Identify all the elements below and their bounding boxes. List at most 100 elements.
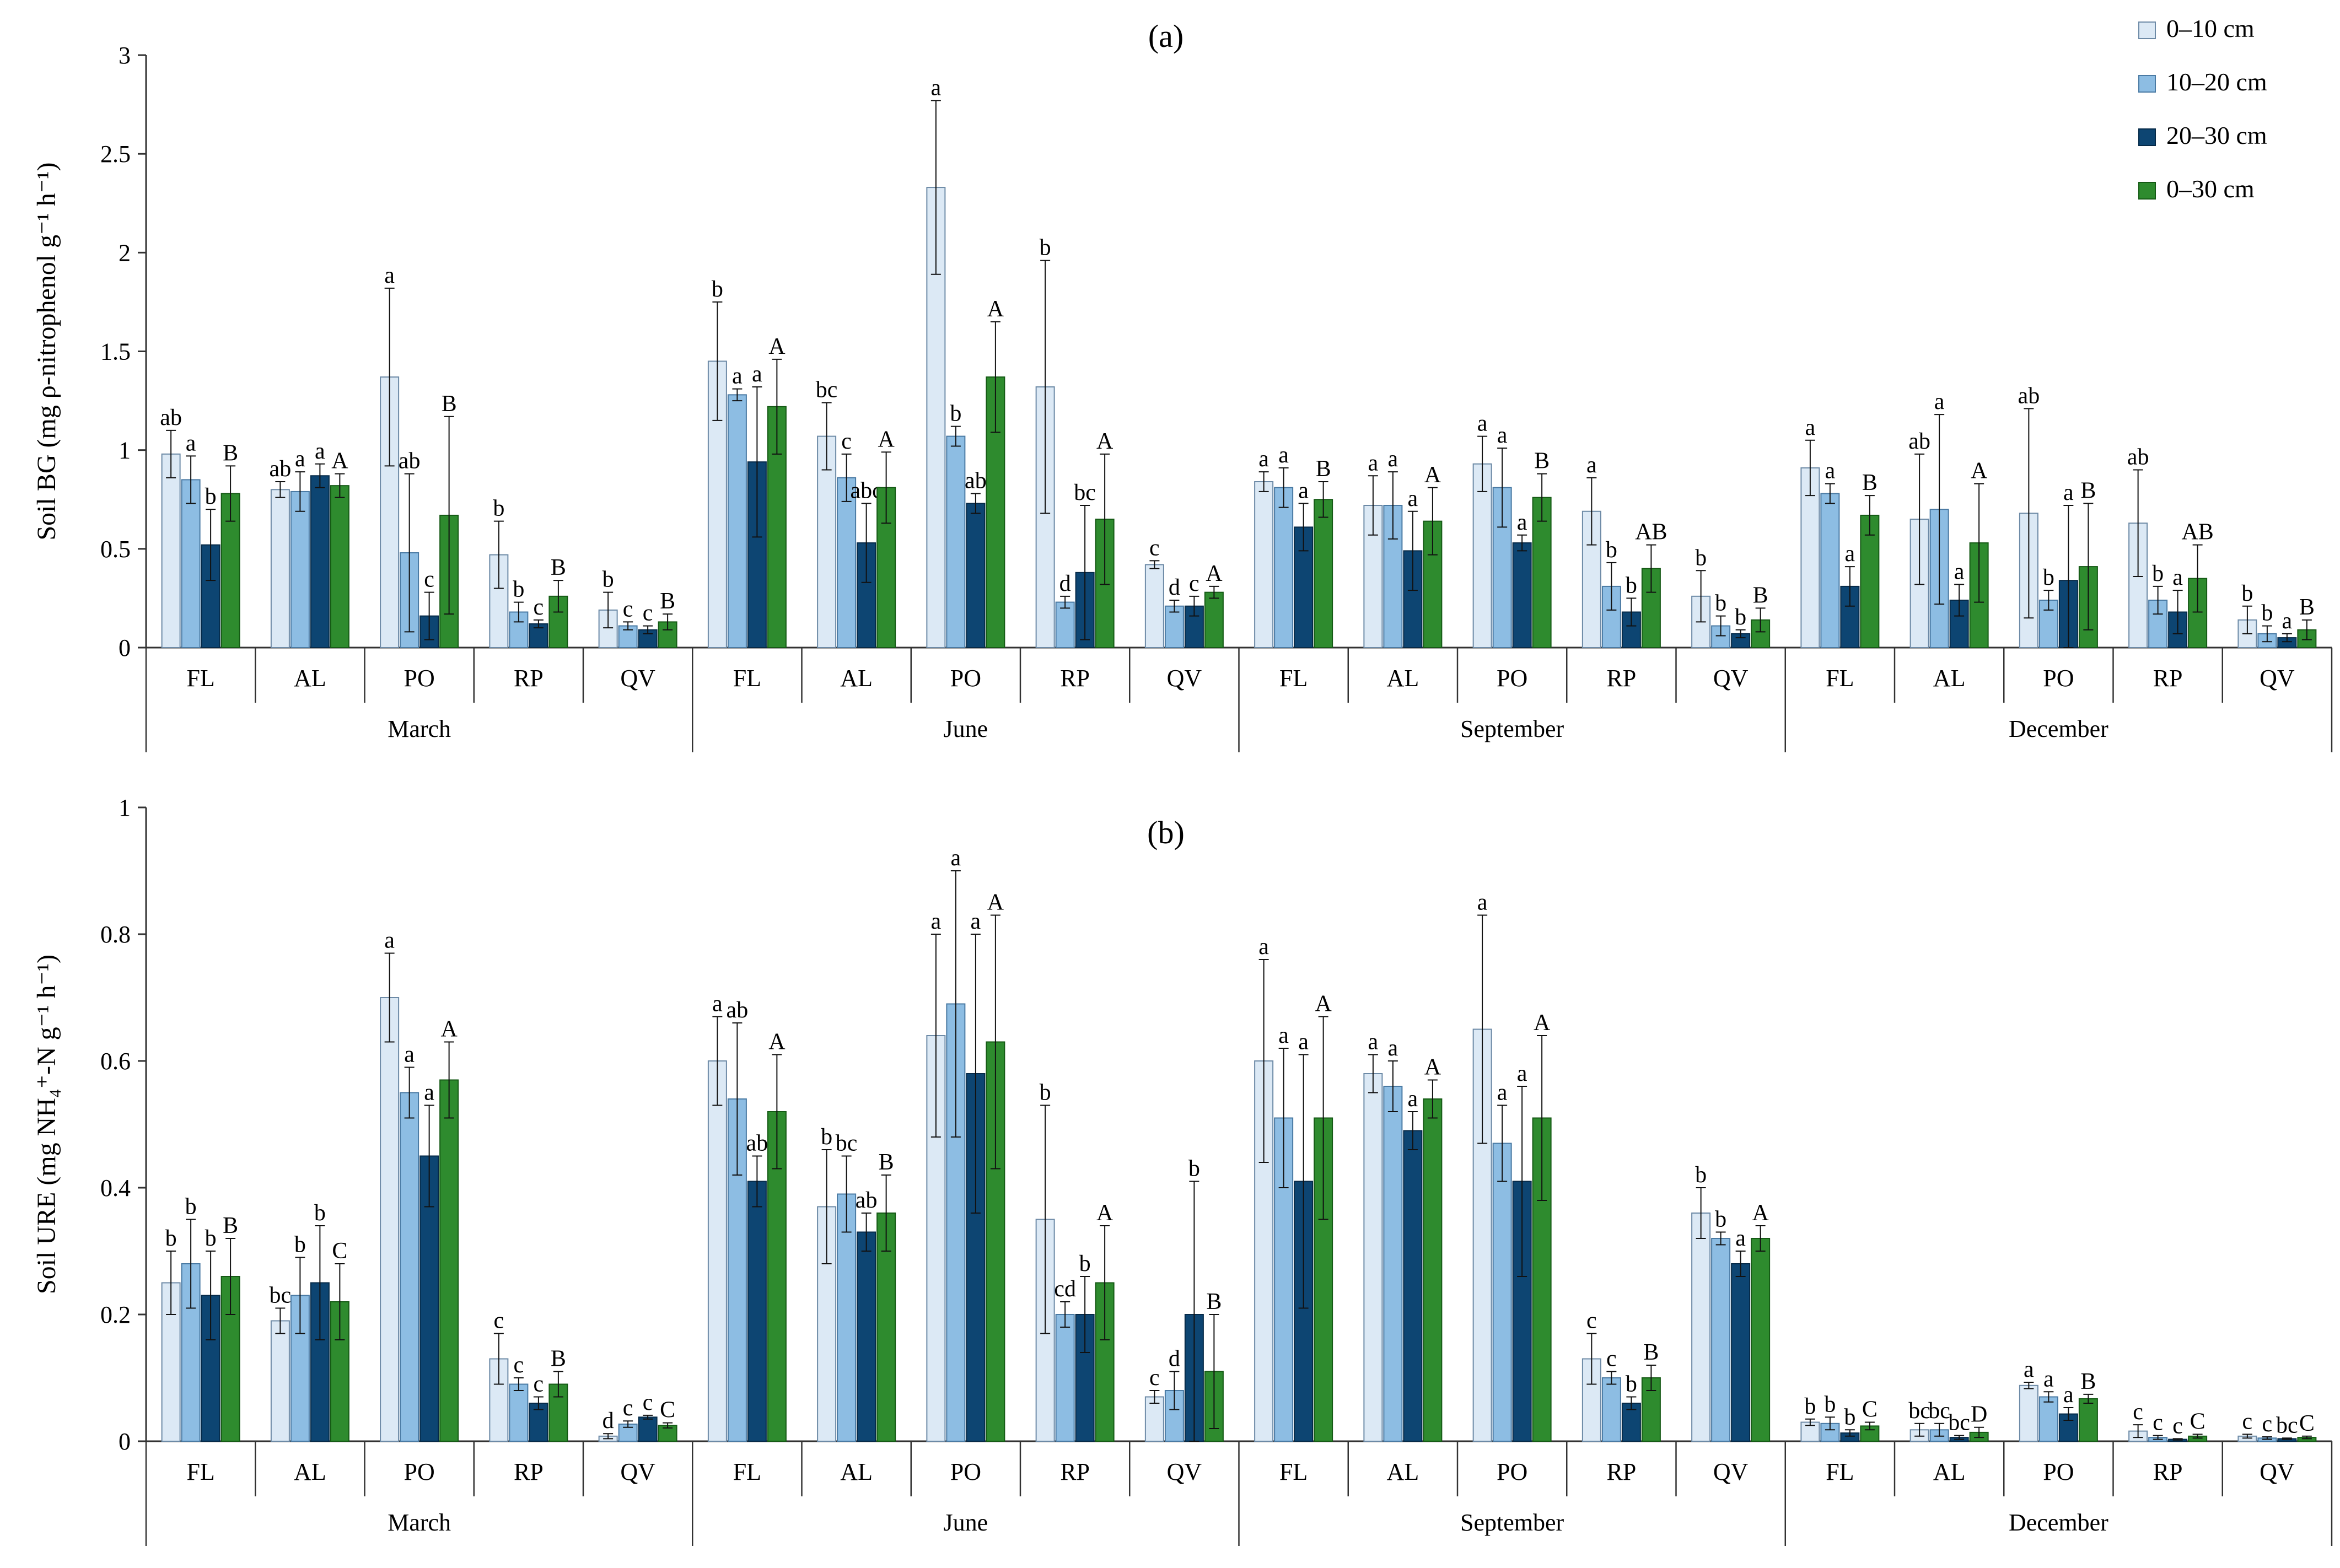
significance-letter: C [2299,1411,2315,1436]
legend-swatch [2138,128,2156,146]
site-label: PO [950,665,981,692]
significance-letter: b [1804,1394,1816,1419]
significance-letter: c [494,1308,504,1334]
panel-title-b: (b) [1147,815,1185,850]
significance-letter: A [768,334,786,359]
y-tick-label: 0 [119,634,131,661]
y-tick-label: 0.4 [100,1174,131,1201]
significance-letter: b [1715,1207,1726,1232]
site-label: PO [404,665,435,692]
significance-letter: a [732,364,743,389]
y-tick-label: 0.6 [100,1048,131,1075]
significance-letter: a [1954,559,1965,584]
significance-letter: a [384,928,395,953]
significance-letter: D [1971,1402,1987,1427]
bar [1403,1130,1423,1442]
significance-letter: B [1862,470,1878,495]
significance-letter: A [1206,561,1223,586]
bar [1492,1143,1512,1442]
significance-letter: a [1298,478,1309,503]
significance-letter: c [514,1353,524,1378]
panel-title-a: (a) [1148,18,1184,54]
significance-letter: c [841,429,852,454]
significance-letter: AB [2181,520,2213,545]
significance-letter: a [971,909,981,934]
significance-letter: ab [727,998,749,1023]
significance-letter: ab [965,468,987,494]
site-label: FL [733,1458,761,1485]
bar [707,1060,727,1442]
y-tick-label: 0.8 [100,921,131,948]
significance-letter: b [1079,1251,1091,1276]
bar [1254,481,1274,648]
significance-letter: a [1934,389,1945,414]
bar [400,1092,419,1442]
significance-letter: a [1477,411,1488,437]
bar [1055,601,1075,649]
significance-letter: b [1844,1404,1855,1430]
significance-letter: b [1040,1080,1051,1106]
significance-letter: a [1368,1030,1379,1055]
month-label: March [388,1509,451,1536]
significance-letter: bc [2276,1413,2298,1438]
bar [1314,499,1333,648]
significance-letter: b [603,567,614,592]
significance-letter: A [1534,1010,1551,1036]
significance-letter: C [1862,1397,1878,1422]
bar [727,394,747,648]
significance-letter: b [821,1124,832,1150]
significance-letter: ab [399,449,421,474]
significance-letter: ab [746,1131,768,1156]
bar [747,1181,767,1442]
significance-letter: B [2299,595,2315,620]
y-tick-label: 1 [119,437,131,464]
site-label: PO [1497,1458,1527,1485]
significance-letter: bc [1908,1398,1930,1424]
site-label: RP [514,1458,544,1485]
significance-letter: B [879,1150,894,1175]
significance-letter: a [295,446,305,472]
significance-letter: b [513,577,524,602]
month-label: September [1460,715,1564,742]
site-label: QV [1713,1458,1749,1485]
site-label: PO [404,1458,435,1485]
significance-letter: A [1096,429,1113,454]
significance-letter: C [2190,1409,2205,1434]
site-label: QV [1167,1458,1202,1485]
bar [439,1079,459,1442]
significance-letter: a [1408,486,1418,511]
significance-letter: d [603,1408,614,1434]
significance-letter: bc [1948,1410,1970,1436]
significance-letter: a [186,430,196,456]
significance-letter: a [2172,565,2183,590]
significance-letter: a [404,1042,415,1068]
site-label: FL [1279,665,1308,692]
significance-letter: b [294,1232,306,1258]
significance-letter: bc [816,378,838,403]
significance-letter: B [223,1213,238,1238]
y-tick-label: 0 [119,1428,131,1455]
bar [2038,1396,2058,1442]
site-label: AL [1933,1458,1966,1485]
bar [270,489,290,648]
significance-letter: B [1206,1289,1222,1314]
y-tick-label: 0.2 [100,1301,131,1328]
significance-letter: b [712,277,723,302]
significance-letter: b [1715,591,1726,616]
panel-b: (b) 0 0.2 0.4 0.6 0.8 1 Soil URE (mg NH₄⁺-N g⁻¹… [32,794,2333,1546]
significance-letter: a [931,75,942,100]
site-label: PO [950,1458,981,1485]
y-axis-label-b: Soil URE (mg NH₄⁺-N g⁻¹ h⁻¹) [32,955,61,1294]
significance-letter: A [1424,462,1441,488]
significance-letter: cd [1054,1276,1076,1302]
site-label: FL [186,665,214,692]
site-label: RP [1606,665,1636,692]
y-tick-label: 0.5 [100,536,131,563]
bar [270,1320,290,1442]
bar [1820,493,1840,648]
site-label: FL [186,1458,214,1485]
bar [1423,520,1443,649]
significance-letter: B [1316,456,1331,482]
bar [1363,1073,1383,1442]
